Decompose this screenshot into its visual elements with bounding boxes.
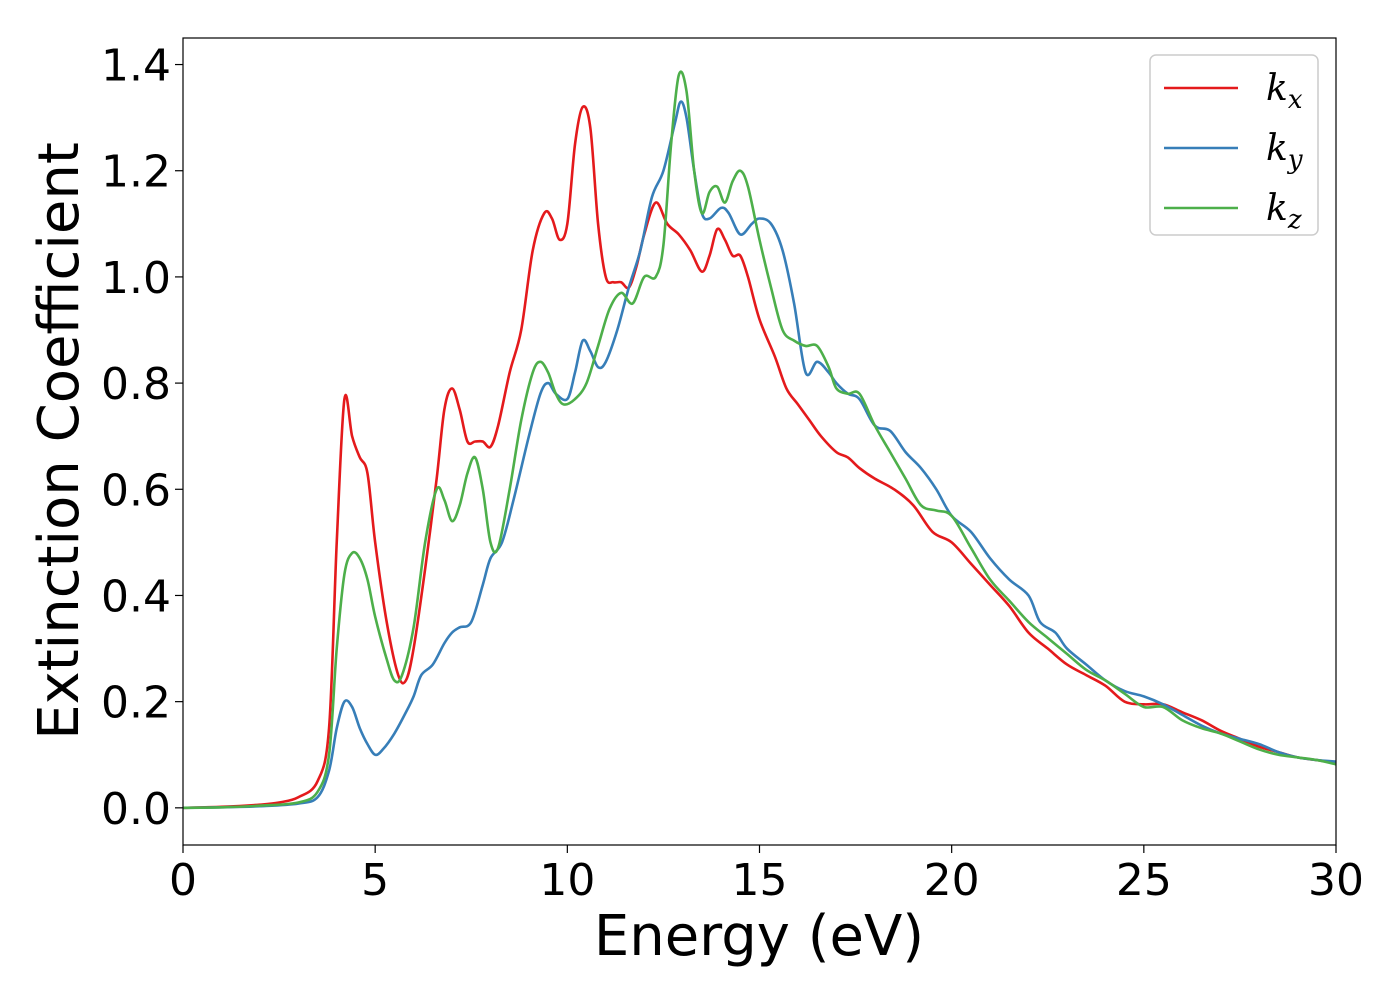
- y-tick-label: 0.2: [101, 678, 171, 729]
- y-tick-label: 1.2: [101, 147, 171, 198]
- y-tick-label: 1.0: [101, 253, 171, 304]
- series-layer: [182, 70, 1337, 810]
- x-tick-label: 15: [732, 855, 788, 906]
- y-tick-label: 1.4: [101, 41, 171, 92]
- x-tick-label: 20: [924, 855, 980, 906]
- x-tick-label: 5: [361, 855, 389, 906]
- legend: kx ky kz: [1149, 54, 1319, 236]
- x-tick-label: 25: [1116, 855, 1172, 906]
- y-tick-label: 0.6: [101, 465, 171, 516]
- x-axis-label: Energy (eV): [594, 904, 924, 969]
- y-tick-label: 0.4: [101, 571, 171, 622]
- legend-label-kz: kz: [1266, 188, 1302, 235]
- x-axis-ticks: 0 5 10 15 20 25 30: [169, 845, 1364, 906]
- y-tick-label: 0.8: [101, 359, 171, 410]
- x-tick-label: 10: [539, 855, 595, 906]
- x-tick-label: 30: [1308, 855, 1364, 906]
- y-axis-ticks: 0.0 0.2 0.4 0.6 0.8 1.0 1.2 1.4: [101, 41, 183, 835]
- series-line-kz: [182, 70, 1337, 810]
- legend-box: [1149, 54, 1319, 236]
- y-axis-label: Extinction Coefficient: [27, 142, 92, 740]
- legend-label-kx: kx: [1266, 68, 1303, 115]
- y-tick-label: 0.0: [101, 784, 171, 835]
- legend-label-ky: ky: [1266, 128, 1303, 175]
- x-tick-label: 0: [169, 855, 197, 906]
